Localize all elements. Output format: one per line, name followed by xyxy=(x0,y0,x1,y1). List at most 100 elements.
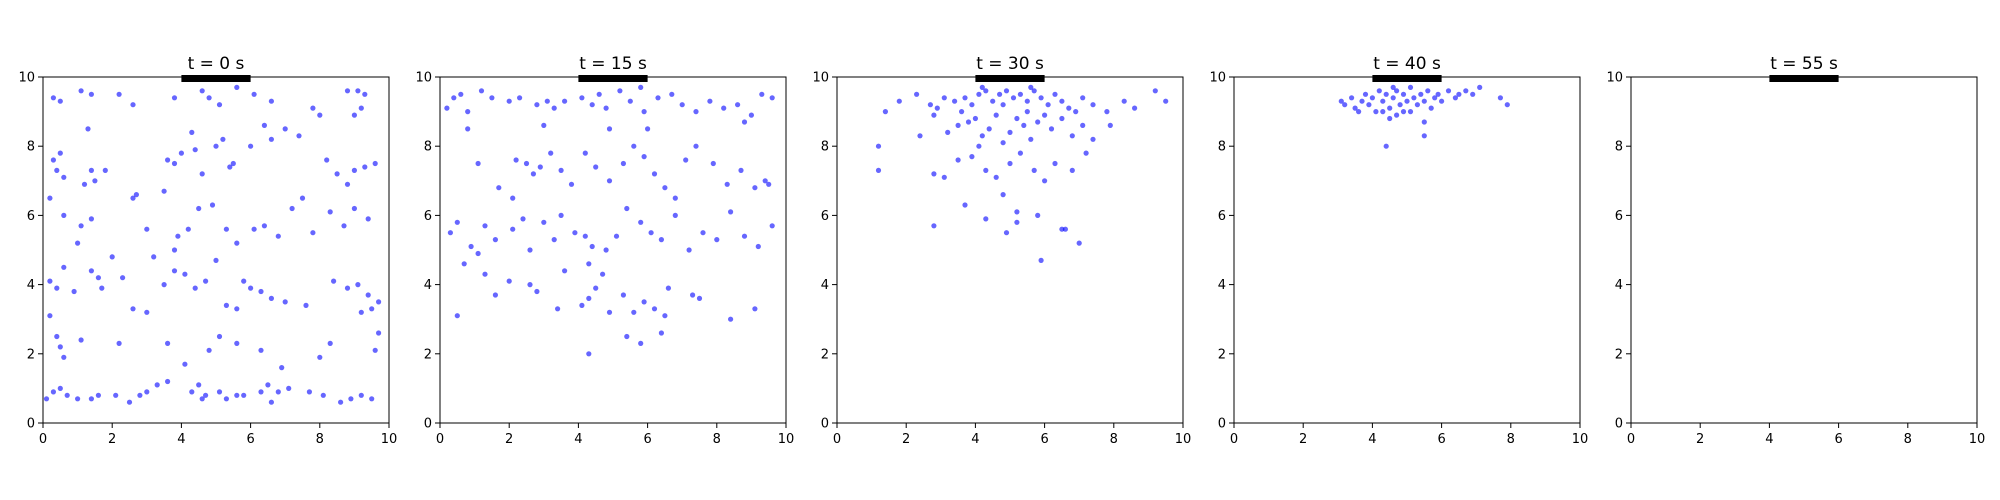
x-tick-label: 4 xyxy=(971,432,979,447)
data-point xyxy=(234,240,240,246)
data-point xyxy=(1445,88,1452,94)
data-point xyxy=(658,330,665,336)
data-point xyxy=(696,295,703,301)
y-tick-label: 0 xyxy=(1218,417,1226,432)
data-point xyxy=(896,98,902,104)
data-point xyxy=(617,88,623,94)
data-point xyxy=(959,109,965,115)
data-point xyxy=(962,202,968,208)
x-tick-label: 4 xyxy=(177,432,185,447)
x-tick-label: 6 xyxy=(1040,432,1048,447)
data-point xyxy=(1080,122,1086,128)
y-tick-label: 8 xyxy=(1615,140,1623,155)
panel-title: t = 40 s xyxy=(1373,54,1441,74)
data-point xyxy=(282,299,288,305)
data-point xyxy=(1421,119,1427,125)
data-point xyxy=(679,102,685,108)
y-tick-label: 0 xyxy=(1615,417,1623,432)
data-point xyxy=(606,309,613,315)
data-point xyxy=(665,285,672,291)
data-point xyxy=(223,226,229,232)
data-point xyxy=(1069,133,1075,139)
y-tick-label: 6 xyxy=(821,209,829,224)
data-point xyxy=(979,133,985,139)
data-point xyxy=(558,212,564,218)
data-point xyxy=(690,292,696,298)
data-point xyxy=(251,226,257,232)
data-point xyxy=(99,285,105,291)
data-point xyxy=(317,354,323,360)
data-point xyxy=(492,292,498,298)
data-point xyxy=(1152,88,1158,94)
data-point xyxy=(603,105,609,111)
top-bar-segment xyxy=(1372,75,1442,82)
data-point xyxy=(50,389,57,395)
y-tick-label: 10 xyxy=(1606,71,1623,86)
data-point xyxy=(299,195,306,201)
data-point xyxy=(182,271,188,277)
data-point xyxy=(296,133,302,139)
data-point xyxy=(317,112,323,118)
data-point xyxy=(934,105,940,111)
x-tick-label: 10 xyxy=(1572,432,1589,447)
data-point xyxy=(1394,112,1400,118)
data-point xyxy=(109,254,115,260)
data-point xyxy=(199,396,205,402)
y-tick-label: 4 xyxy=(1218,278,1226,293)
data-point xyxy=(234,84,240,90)
data-point xyxy=(555,306,561,312)
data-point xyxy=(728,316,734,322)
x-tick-label: 2 xyxy=(902,432,910,447)
data-point xyxy=(365,292,371,298)
y-tick-label: 6 xyxy=(424,209,432,224)
x-tick-label: 8 xyxy=(316,432,324,447)
data-point xyxy=(589,243,595,250)
data-point xyxy=(130,102,136,108)
data-point xyxy=(1017,91,1024,97)
data-point xyxy=(75,240,81,246)
data-point xyxy=(510,195,516,201)
data-point xyxy=(344,181,351,187)
data-point xyxy=(513,157,519,163)
data-point xyxy=(1038,95,1044,101)
data-point xyxy=(351,205,357,212)
data-point xyxy=(1028,84,1034,90)
data-point xyxy=(1107,122,1113,128)
data-point xyxy=(1383,143,1389,149)
data-point xyxy=(192,285,198,291)
data-point xyxy=(662,185,668,191)
panel-title: t = 15 s xyxy=(579,54,647,74)
data-point xyxy=(769,223,775,229)
data-point xyxy=(1376,88,1382,94)
data-point xyxy=(1504,102,1510,108)
y-tick-label: 8 xyxy=(1218,140,1226,155)
data-point xyxy=(769,95,775,101)
data-point xyxy=(1104,109,1110,115)
data-point xyxy=(57,150,63,156)
data-point xyxy=(1383,91,1389,97)
data-point xyxy=(1042,112,1048,118)
data-point xyxy=(310,230,316,236)
data-point xyxy=(489,95,495,101)
data-point xyxy=(589,102,595,108)
data-point xyxy=(658,237,665,243)
data-point xyxy=(1338,98,1344,104)
data-point xyxy=(355,282,361,288)
axes-frame xyxy=(836,76,1184,424)
x-tick-label: 10 xyxy=(381,432,398,447)
data-point xyxy=(596,91,602,97)
data-point xyxy=(482,271,488,277)
data-point xyxy=(1352,105,1358,111)
y-tick-label: 6 xyxy=(27,209,35,224)
data-point xyxy=(1062,226,1068,232)
data-point xyxy=(572,230,578,236)
data-point xyxy=(506,278,512,284)
data-point xyxy=(735,102,741,108)
data-point xyxy=(1497,95,1503,101)
x-tick-label: 2 xyxy=(1696,432,1704,447)
data-point xyxy=(541,122,547,128)
data-point xyxy=(527,282,533,288)
data-point xyxy=(1024,109,1030,115)
data-point xyxy=(1000,102,1006,108)
